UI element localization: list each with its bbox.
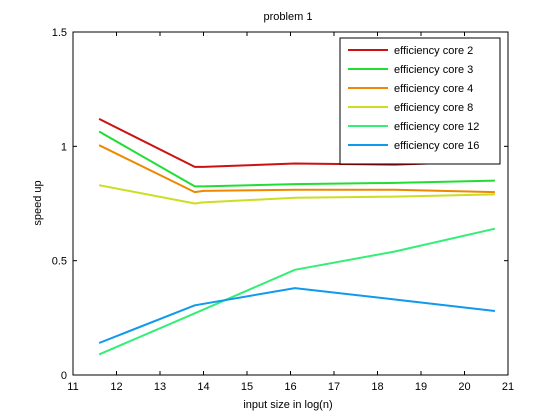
x-tick-label: 21 [502, 381, 514, 393]
chart-title: problem 1 [264, 11, 313, 23]
axis-ticks [72, 31, 509, 376]
x-tick-label: 17 [328, 381, 340, 393]
legend-box [339, 37, 501, 165]
x-tick-label: 20 [458, 381, 470, 393]
x-tick-label: 13 [154, 381, 166, 393]
legend-label: efficiency core 16 [394, 140, 479, 152]
x-tick-label: 18 [371, 381, 383, 393]
x-tick-label: 14 [197, 381, 209, 393]
series-line [98, 144, 495, 194]
legend-label: efficiency core 4 [394, 83, 473, 95]
y-tick-label: 0 [61, 370, 67, 382]
series-line [98, 184, 495, 205]
axis-tick-labels: 11 12 13 14 15 16 17 18 19 20 21 0 0.5 1 1.5 [52, 27, 514, 393]
y-tick-label: 1 [61, 141, 67, 153]
x-tick-label: 15 [241, 381, 253, 393]
x-tick-label: 11 [67, 381, 78, 393]
y-axis-title: speed up [32, 180, 44, 225]
series-line [98, 130, 495, 188]
x-axis-title: input size in log(n) [243, 399, 332, 411]
legend-label: efficiency core 8 [394, 102, 473, 114]
x-tick-label: 19 [415, 381, 427, 393]
x-tick-label: 12 [110, 381, 122, 393]
legend-label: efficiency core 2 [394, 45, 473, 57]
legend: efficiency core 2 efficiency core 3 effici… [339, 37, 501, 165]
legend-label: efficiency core 12 [394, 121, 479, 133]
x-tick-label: 16 [284, 381, 296, 393]
y-tick-label: 1.5 [52, 27, 67, 39]
y-tick-label: 0.5 [52, 256, 67, 268]
series-line [98, 287, 496, 344]
series-line [98, 227, 496, 356]
legend-label: efficiency core 3 [394, 64, 473, 76]
